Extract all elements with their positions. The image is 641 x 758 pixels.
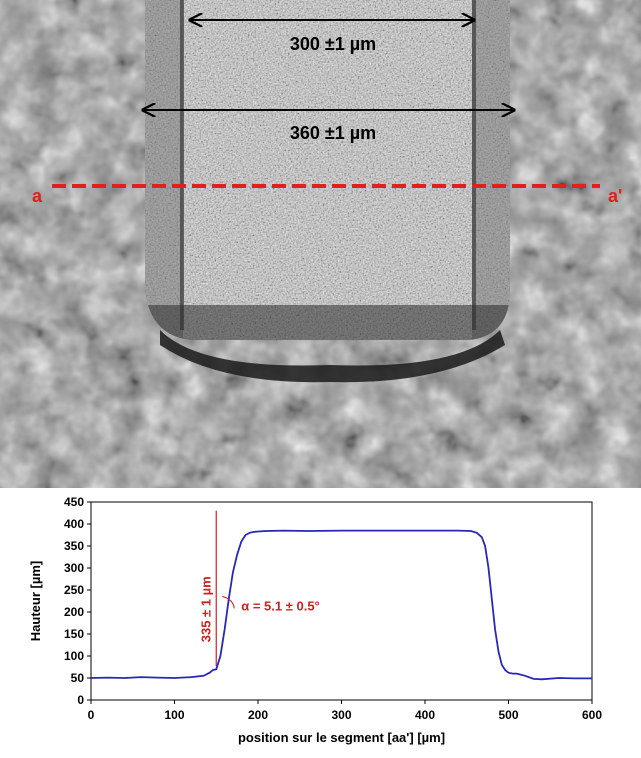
x-axis-title: position sur le segment [aa'] [µm] bbox=[238, 730, 445, 745]
y-tick-label: 400 bbox=[64, 517, 84, 531]
profile-series-line bbox=[90, 529, 592, 681]
x-tick-label: 100 bbox=[164, 708, 184, 722]
x-tick-label: 300 bbox=[331, 708, 351, 722]
dimension-label-bottom: 360 ±1 µm bbox=[290, 123, 376, 143]
y-tick-label: 100 bbox=[64, 649, 84, 663]
y-tick-label: 200 bbox=[64, 605, 84, 619]
x-tick-label: 500 bbox=[498, 708, 518, 722]
profile-chart: 0 50 100 150 200 250 300 350 400 450 0 100 200 300 40… bbox=[28, 495, 602, 745]
track-region bbox=[145, 0, 510, 340]
track-shadow bbox=[160, 330, 505, 383]
segment-end-label: a' bbox=[608, 186, 622, 206]
y-tick-label: 250 bbox=[64, 583, 84, 597]
step-height-label: 335 ± 1 µm bbox=[198, 576, 213, 642]
y-tick-label: 0 bbox=[77, 693, 84, 707]
plot-frame bbox=[90, 501, 593, 701]
y-tick-label: 450 bbox=[64, 495, 84, 509]
angle-arc bbox=[222, 595, 235, 609]
y-tick-label: 50 bbox=[71, 671, 85, 685]
y-axis-title: Hauteur [µm] bbox=[28, 561, 43, 641]
y-tick-label: 350 bbox=[64, 539, 84, 553]
x-tick-label: 400 bbox=[415, 708, 435, 722]
x-tick-label: 600 bbox=[582, 708, 602, 722]
angle-label: α = 5.1 ± 0.5° bbox=[241, 598, 320, 613]
micrograph-image: 300 ±1 µm 360 ±1 µm a a' bbox=[0, 0, 641, 488]
x-tick-label: 0 bbox=[88, 708, 95, 722]
dimension-label-top: 300 ±1 µm bbox=[290, 34, 376, 54]
y-tick-label: 300 bbox=[64, 561, 84, 575]
y-tick-label: 150 bbox=[64, 627, 84, 641]
segment-start-label: a bbox=[32, 186, 43, 206]
x-tick-label: 200 bbox=[248, 708, 268, 722]
